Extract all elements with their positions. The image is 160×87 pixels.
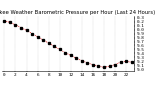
Title: Milwaukee Weather Barometric Pressure per Hour (Last 24 Hours): Milwaukee Weather Barometric Pressure pe…: [0, 10, 155, 15]
